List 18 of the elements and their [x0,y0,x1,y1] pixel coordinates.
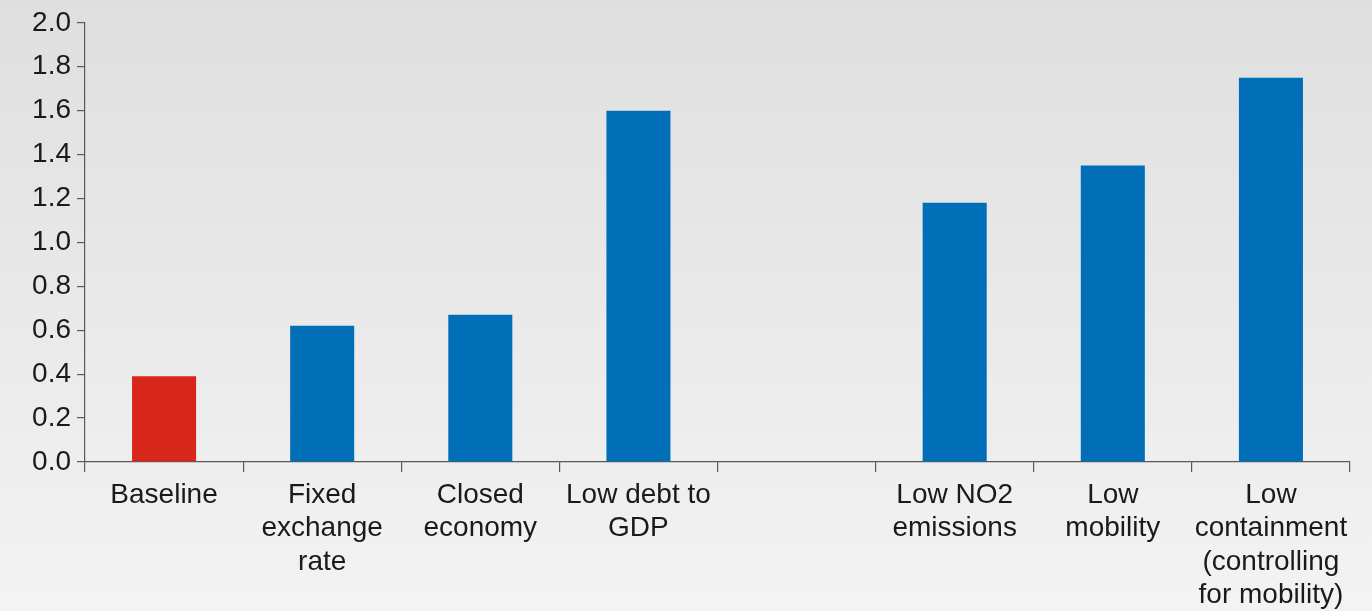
y-tick-label: 0.4 [32,356,71,388]
x-tick-label: Fixed exchange rate [261,477,383,576]
x-tick-label: Low debt to GDP [566,477,711,543]
x-tick-label: Baseline [110,477,218,509]
y-tick-label: 0.8 [32,269,71,301]
y-tick-label: 1.2 [32,181,71,213]
y-tick-label: 0.2 [32,400,71,432]
y-tick-label: 1.6 [32,93,71,125]
y-tick-label: 1.0 [32,225,71,257]
y-tick-label: 0.6 [32,312,71,344]
x-tick-label: Low NO2 emissions [892,477,1017,543]
x-tick-label: Closed economy [423,477,538,543]
y-tick-label: 2.0 [32,5,71,37]
y-tick-label: 0.0 [32,444,71,476]
y-tick-label: 1.4 [32,137,71,169]
y-tick-label: 1.8 [32,49,71,81]
x-tick-label: Low mobility [1065,477,1161,543]
x-tick-label: Low containment (controlling for mobility) [1194,477,1348,610]
